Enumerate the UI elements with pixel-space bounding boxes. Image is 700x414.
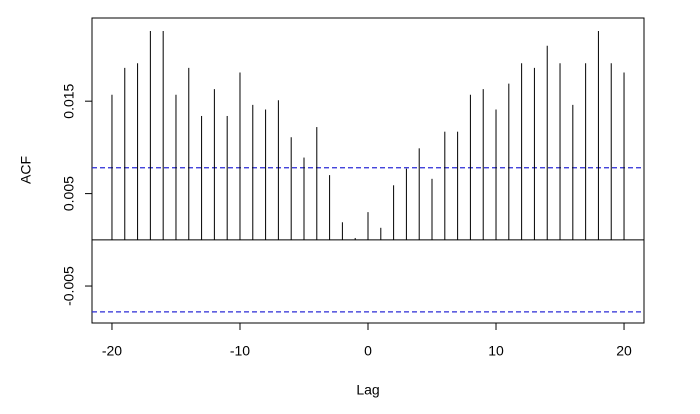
x-tick-label: 20 [616, 343, 632, 359]
x-tick-label: 0 [364, 343, 372, 359]
y-tick-label: -0.005 [61, 266, 77, 306]
x-tick-label: -10 [230, 343, 250, 359]
y-tick-label: 0.015 [61, 83, 77, 118]
plot-frame [91, 17, 645, 324]
y-axis-label: ACF [18, 156, 34, 184]
x-axis-label: Lag [356, 382, 379, 398]
y-tick-label: 0.005 [61, 176, 77, 211]
x-tick-label: -20 [102, 343, 122, 359]
x-tick-label: 10 [488, 343, 504, 359]
